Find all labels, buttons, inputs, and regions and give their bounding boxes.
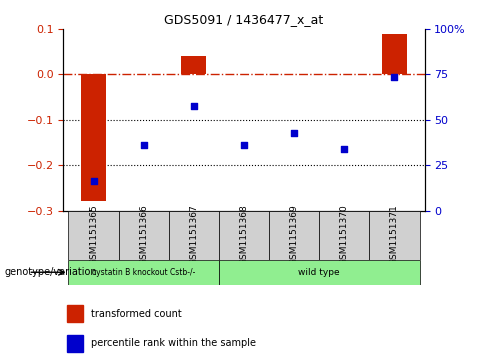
Bar [382,34,407,74]
Text: genotype/variation: genotype/variation [5,266,98,277]
Text: transformed count: transformed count [91,309,182,319]
Point [140,142,147,148]
Text: GSM1151371: GSM1151371 [390,205,399,265]
FancyBboxPatch shape [269,211,319,260]
Point [290,131,298,136]
Text: GSM1151370: GSM1151370 [340,205,349,265]
Text: GSM1151369: GSM1151369 [290,205,299,265]
Point [240,142,248,148]
Text: GSM1151368: GSM1151368 [240,205,248,265]
FancyBboxPatch shape [219,211,269,260]
FancyBboxPatch shape [68,260,219,285]
Text: wild type: wild type [299,268,340,277]
FancyBboxPatch shape [68,211,119,260]
Bar [182,56,206,74]
Text: GSM1151365: GSM1151365 [89,205,98,265]
Text: GSM1151366: GSM1151366 [139,205,148,265]
Point [90,178,98,184]
FancyBboxPatch shape [169,211,219,260]
Text: cystatin B knockout Cstb-/-: cystatin B knockout Cstb-/- [92,268,195,277]
Point [341,146,348,152]
Text: GSM1151367: GSM1151367 [189,205,198,265]
Title: GDS5091 / 1436477_x_at: GDS5091 / 1436477_x_at [164,13,324,26]
Bar [81,74,106,201]
FancyBboxPatch shape [219,260,420,285]
FancyBboxPatch shape [319,211,369,260]
FancyBboxPatch shape [119,211,169,260]
Point [190,103,198,109]
Bar [67,335,83,352]
Bar [67,305,83,322]
FancyBboxPatch shape [369,211,420,260]
Text: percentile rank within the sample: percentile rank within the sample [91,338,256,348]
Point [390,74,398,79]
